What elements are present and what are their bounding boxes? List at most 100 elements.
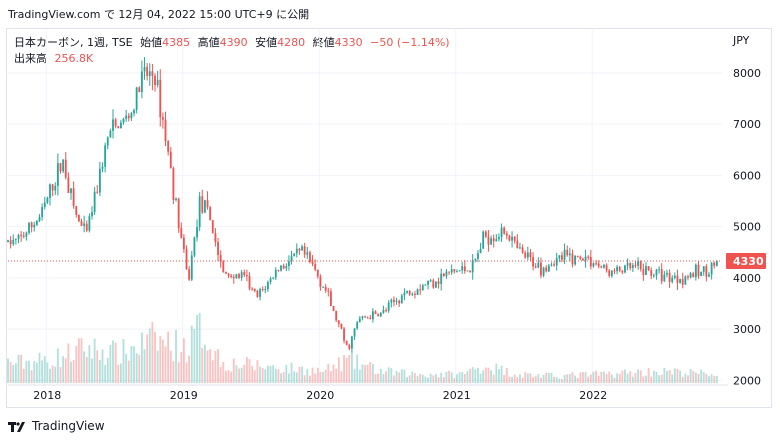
volume-bar [589,374,592,383]
volume-bar [306,369,309,383]
volume-bar [372,364,374,383]
volume-bar [650,376,653,383]
candle-body [689,273,692,278]
candle-body [35,220,38,225]
candle-body [666,272,668,275]
volume-bar [41,360,44,383]
candle-body [655,269,658,276]
high-label: 高値 [197,36,220,49]
candle-body [133,109,135,114]
volume-bar [93,338,96,383]
volume-bar [72,360,75,383]
candle-body [196,227,198,238]
candle-body [681,278,684,285]
candle-body [148,71,151,76]
volume-bar [466,371,469,383]
candle-body [98,168,101,193]
candle-body [185,248,188,270]
candle-body [49,184,51,198]
candle-body [421,285,424,291]
candle-body [684,276,687,285]
candle-body [287,261,290,266]
candle-body [274,269,277,278]
volume-bar [679,370,682,383]
candle-body [91,212,93,217]
candle-body [343,328,345,341]
candle-body [600,266,603,268]
candle-body [382,310,385,313]
candle-body [217,242,219,256]
candle-body [484,231,487,237]
low-value: 4280 [277,36,306,49]
candle-body [62,159,65,172]
volume-bar [629,371,632,383]
candle-body [508,235,511,241]
candle-body [519,247,521,249]
volume-bar [498,369,500,383]
volume-bar [20,354,23,383]
volume-bar [9,362,12,383]
candle-body [705,266,708,277]
candle-body [592,263,595,267]
candle-body [356,322,359,329]
volume-bar [663,367,666,383]
candle-body [75,206,78,215]
candle-body [245,275,248,277]
volume-bar [414,373,416,383]
candle-body [571,253,574,265]
volume-bar [526,373,529,383]
volume-bar [634,373,637,383]
volume-bar [38,352,41,383]
volume-bar [206,350,209,383]
candle-body [159,79,162,118]
volume-bar [298,367,301,383]
candle-body [374,311,377,315]
candle-body [293,253,296,257]
volume-bar [154,331,156,383]
volume-bar [437,377,440,383]
volume-bar [327,363,330,383]
volume-bar [180,352,183,383]
volume-bar [190,325,193,383]
candle-body [285,265,288,269]
volume-bar [125,353,128,383]
candle-body [167,141,170,152]
candle-body [306,252,309,255]
volume-bar [542,374,545,383]
candle-body [175,198,177,201]
volume-bar [624,369,626,383]
volume-bar [133,346,135,383]
candle-body [673,275,676,278]
volume-bar [382,373,385,383]
candle-body [256,290,259,297]
candle-body [395,300,398,302]
volume-bar [324,369,327,383]
volume-bar [495,363,498,383]
candle-body [537,262,540,268]
volume-bar [146,334,149,383]
volume-bar [227,370,230,383]
change-value: −50 (−1.14%) [370,36,450,49]
candle-body [579,256,582,259]
candle-body [442,273,445,277]
candle-body [505,233,508,236]
candle-body [652,275,655,277]
volume-bar [366,364,369,383]
candle-body [563,249,566,260]
candle-body [702,266,705,272]
volume-bar [75,345,78,383]
volume-bar [603,371,605,383]
volume-bar [35,362,38,383]
volume-bar [301,366,303,383]
candle-body [203,200,206,213]
candle-body [232,276,235,279]
candle-body [387,302,390,311]
candle-body [432,280,435,288]
volume-bar [524,372,527,383]
volume-bar [209,349,212,383]
candle-body [358,318,361,323]
volume-bar [182,338,185,383]
low-label: 安値 [255,36,278,49]
candle-body [634,265,637,267]
